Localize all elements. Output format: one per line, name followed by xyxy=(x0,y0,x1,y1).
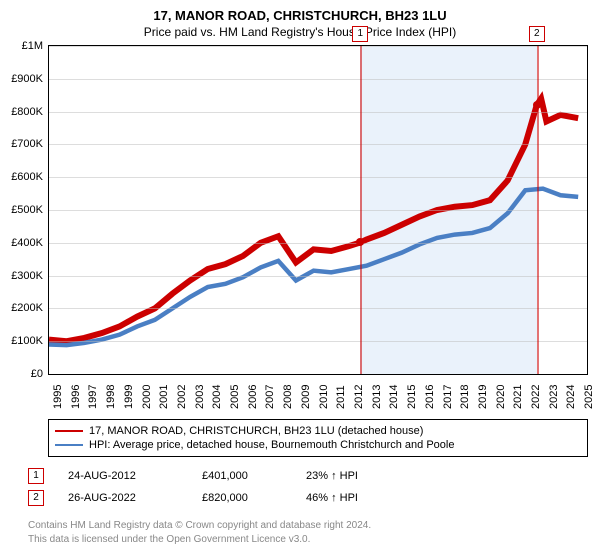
y-tick-label: £200K xyxy=(11,302,49,314)
marker-box: 1 xyxy=(352,26,368,42)
y-tick-label: £100K xyxy=(11,335,49,347)
legend-swatch xyxy=(55,444,83,446)
x-tick-label: 1997 xyxy=(87,385,99,409)
x-tick-label: 2011 xyxy=(335,385,347,409)
y-tick-label: £0 xyxy=(31,368,49,380)
marker-dot xyxy=(533,101,541,109)
x-tick-label: 2018 xyxy=(459,385,471,409)
x-tick-label: 2025 xyxy=(583,385,595,409)
copyright: Contains HM Land Registry data © Crown c… xyxy=(28,519,588,546)
x-tick-label: 2002 xyxy=(176,385,188,409)
x-tick-label: 2013 xyxy=(371,385,383,409)
x-tick-label: 2010 xyxy=(318,385,330,409)
x-tick-label: 2003 xyxy=(194,385,206,409)
x-tick-label: 2014 xyxy=(388,385,400,409)
x-tick-label: 2023 xyxy=(548,385,560,409)
chart-plot-area: £0£100K£200K£300K£400K£500K£600K£700K£80… xyxy=(48,45,588,375)
x-tick-label: 2009 xyxy=(300,385,312,409)
x-tick-label: 1999 xyxy=(123,385,135,409)
sale-date: 24-AUG-2012 xyxy=(68,470,178,482)
y-tick-label: £1M xyxy=(22,40,49,52)
x-tick-label: 2022 xyxy=(530,385,542,409)
copyright-line: Contains HM Land Registry data © Crown c… xyxy=(28,519,588,533)
marker-dot xyxy=(356,238,364,246)
legend-item: 17, MANOR ROAD, CHRISTCHURCH, BH23 1LU (… xyxy=(55,424,581,438)
x-tick-label: 2012 xyxy=(353,385,365,409)
chart-container: 17, MANOR ROAD, CHRISTCHURCH, BH23 1LU P… xyxy=(0,0,600,560)
x-tick-label: 2021 xyxy=(512,385,524,409)
x-tick-label: 2017 xyxy=(442,385,454,409)
legend-swatch xyxy=(55,430,83,432)
sale-diff: 46% ↑ HPI xyxy=(306,492,406,504)
y-tick-label: £900K xyxy=(11,73,49,85)
sale-date: 26-AUG-2022 xyxy=(68,492,178,504)
y-tick-label: £300K xyxy=(11,270,49,282)
x-tick-label: 2004 xyxy=(211,385,223,409)
legend-item: HPI: Average price, detached house, Bour… xyxy=(55,438,581,452)
x-tick-label: 2016 xyxy=(424,385,436,409)
legend-label: 17, MANOR ROAD, CHRISTCHURCH, BH23 1LU (… xyxy=(89,425,423,437)
sale-row: 2 26-AUG-2022 £820,000 46% ↑ HPI xyxy=(28,487,588,509)
x-axis-labels: 1995 1996 1997 1998 1999 2000 2001 2002 2003 2004… xyxy=(48,375,588,413)
marker-vline xyxy=(537,46,539,374)
page-subtitle: Price paid vs. HM Land Registry's House … xyxy=(0,23,600,45)
legend-label: HPI: Average price, detached house, Bour… xyxy=(89,439,454,451)
sale-price: £820,000 xyxy=(202,492,282,504)
sale-marker: 2 xyxy=(28,490,44,506)
x-tick-label: 1995 xyxy=(52,385,64,409)
x-tick-label: 2019 xyxy=(477,385,489,409)
legend: 17, MANOR ROAD, CHRISTCHURCH, BH23 1LU (… xyxy=(48,419,588,457)
y-tick-label: £800K xyxy=(11,106,49,118)
sale-price: £401,000 xyxy=(202,470,282,482)
sales-list: 1 24-AUG-2012 £401,000 23% ↑ HPI 2 26-AU… xyxy=(28,465,588,509)
y-tick-label: £500K xyxy=(11,204,49,216)
x-tick-label: 2000 xyxy=(141,385,153,409)
x-tick-label: 2005 xyxy=(229,385,241,409)
y-tick-label: £600K xyxy=(11,171,49,183)
sale-row: 1 24-AUG-2012 £401,000 23% ↑ HPI xyxy=(28,465,588,487)
x-tick-label: 2007 xyxy=(264,385,276,409)
page-title: 17, MANOR ROAD, CHRISTCHURCH, BH23 1LU xyxy=(0,0,600,23)
x-tick-label: 2024 xyxy=(565,385,577,409)
x-tick-label: 2015 xyxy=(406,385,418,409)
x-tick-label: 2008 xyxy=(282,385,294,409)
x-tick-label: 2001 xyxy=(158,385,170,409)
x-tick-label: 1998 xyxy=(105,385,117,409)
x-tick-label: 2006 xyxy=(247,385,259,409)
x-tick-label: 2020 xyxy=(495,385,507,409)
sale-marker: 1 xyxy=(28,468,44,484)
y-tick-label: £400K xyxy=(11,237,49,249)
x-tick-label: 1996 xyxy=(70,385,82,409)
copyright-line: This data is licensed under the Open Gov… xyxy=(28,533,588,547)
marker-vline xyxy=(360,46,362,374)
y-tick-label: £700K xyxy=(11,138,49,150)
sale-diff: 23% ↑ HPI xyxy=(306,470,406,482)
marker-box: 2 xyxy=(529,26,545,42)
